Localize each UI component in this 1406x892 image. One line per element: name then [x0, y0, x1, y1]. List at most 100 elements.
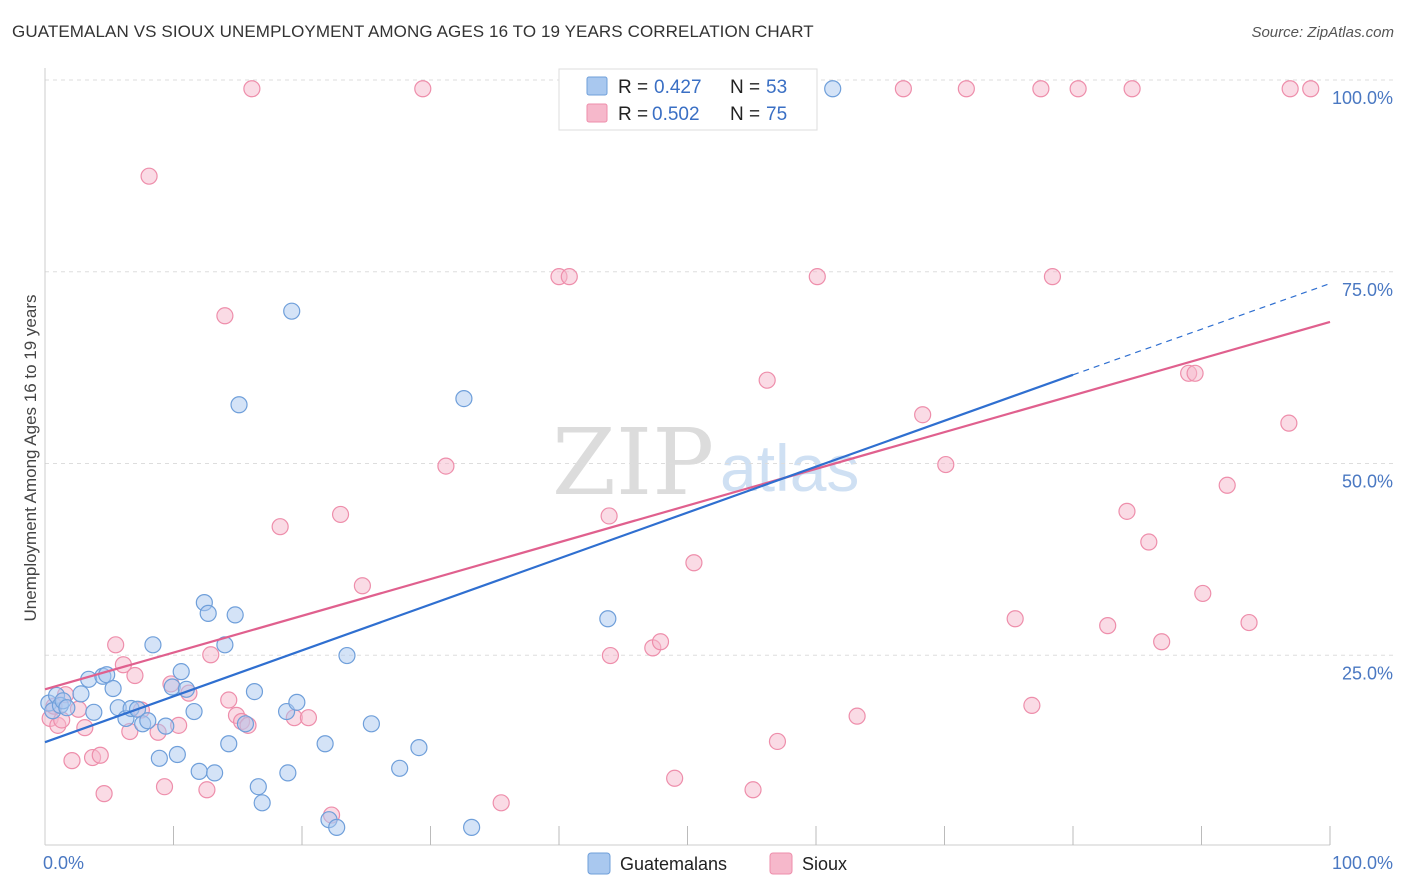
sioux-point-5	[63, 752, 81, 770]
legend-r-label-1: R =	[618, 77, 653, 98]
guatemalan-point-19	[150, 749, 168, 767]
guatemalan-point-44	[328, 818, 346, 836]
sioux-point-55	[937, 455, 955, 474]
sioux-point-42	[601, 646, 620, 665]
sioux-point-46	[685, 554, 703, 572]
sioux-point-36	[414, 80, 432, 98]
bottom-legend-swatch-sioux	[769, 852, 793, 875]
y-tick-label-50: 50.0%	[1342, 472, 1393, 492]
sioux-point-16	[140, 167, 158, 185]
sioux-point-69	[1194, 584, 1212, 603]
sioux-point-73	[1281, 80, 1299, 98]
sioux-point-66	[1153, 633, 1171, 651]
series-legend: Guatemalans Sioux	[587, 852, 847, 875]
sioux-point-63	[1118, 502, 1136, 520]
sioux-point-62	[1099, 617, 1117, 635]
guatemalan-point-37	[253, 794, 271, 812]
guatemalan-point-17	[139, 712, 157, 730]
guatemalan-point-39	[279, 764, 297, 782]
bottom-legend-label-guatemalans: Guatemalans	[620, 854, 727, 874]
guatemalan-points	[40, 80, 842, 836]
guatemalan-point-34	[236, 715, 255, 733]
sioux-point-38	[492, 794, 510, 812]
sioux-point-35	[353, 577, 371, 595]
guatemalan-point-40	[283, 302, 301, 320]
guatemalan-point-41	[288, 693, 306, 711]
sioux-point-18	[155, 778, 174, 796]
guatemalan-point-32	[226, 606, 244, 624]
sioux-point-14	[126, 666, 144, 685]
guatemalan-point-48	[410, 738, 428, 757]
guatemalan-point-23	[172, 663, 190, 681]
sioux-point-24	[216, 307, 234, 325]
source-credit: Source: ZipAtlas.com	[1251, 24, 1394, 41]
guatemalan-trend-line	[44, 373, 1074, 744]
guatemalan-point-25	[185, 702, 203, 721]
sioux-point-50	[768, 732, 787, 751]
sioux-point-68	[1186, 364, 1204, 382]
legend-r-label-2: R =	[618, 104, 653, 125]
guatemalan-point-20	[157, 717, 175, 735]
y-tick-label-75: 75.0%	[1342, 280, 1393, 300]
sioux-point-51	[808, 268, 826, 286]
guatemalan-point-35	[245, 682, 264, 701]
y-tick-label-25: 25.0%	[1342, 663, 1393, 683]
sioux-point-56	[957, 80, 975, 98]
sioux-point-59	[1032, 80, 1050, 98]
legend-swatch-sioux	[586, 103, 608, 123]
guatemalan-point-46	[362, 715, 380, 733]
guatemalan-point-6	[72, 685, 90, 703]
sioux-point-74	[1302, 80, 1320, 98]
sioux-point-57	[1006, 610, 1024, 628]
chart-title: GUATEMALAN VS SIOUX UNEMPLOYMENT AMONG A…	[12, 22, 814, 41]
sioux-point-10	[95, 785, 113, 803]
sioux-point-71	[1240, 613, 1258, 632]
sioux-point-53	[894, 80, 912, 98]
x-tick-label-max: 100.0%	[1332, 853, 1393, 873]
stats-legend: R = 0.427 N = 53 R = 0.502 N = 75	[558, 68, 818, 131]
legend-n-label-2: N =	[730, 104, 765, 125]
sioux-point-45	[666, 769, 684, 787]
guatemalan-point-29	[206, 764, 224, 782]
legend-r-value-1: 0.427	[654, 77, 702, 98]
guatemalan-point-45	[338, 646, 356, 665]
legend-n-value-1: 53	[766, 77, 787, 98]
legend-r-value-2: 0.502	[652, 104, 700, 125]
guatemalan-point-50	[463, 818, 481, 836]
guatemalan-point-52	[824, 80, 842, 98]
guatemalan-point-21	[163, 678, 181, 696]
guatemalan-point-11	[104, 679, 122, 698]
sioux-point-37	[437, 457, 455, 475]
legend-n-label-1: N =	[730, 77, 765, 98]
guatemalan-point-28	[199, 604, 217, 622]
sioux-point-29	[243, 80, 261, 98]
sioux-trend-line	[44, 320, 1331, 691]
guatemalan-point-5	[58, 699, 76, 717]
legend-n-value-2: 75	[766, 104, 787, 125]
bottom-legend-swatch-guatemalans	[587, 852, 611, 875]
sioux-point-41	[600, 507, 618, 525]
sioux-point-49	[758, 371, 776, 389]
guatemalan-point-47	[391, 759, 409, 777]
sioux-point-30	[271, 518, 289, 536]
sioux-point-23	[202, 646, 220, 664]
guatemalan-point-49	[455, 390, 473, 408]
y-tick-label-100: 100.0%	[1332, 88, 1393, 108]
sioux-point-32	[299, 709, 318, 727]
x-axis-ticks	[173, 826, 1331, 845]
guatemalan-point-18	[144, 636, 162, 654]
sioux-point-11	[107, 636, 125, 654]
y-axis-title: Unemployment Among Ages 16 to 19 years	[21, 295, 40, 622]
guatemalan-point-51	[599, 610, 617, 628]
sioux-point-44	[651, 633, 670, 651]
sioux-point-22	[198, 781, 216, 799]
sioux-point-48	[744, 781, 762, 799]
guatemalan-point-26	[190, 762, 208, 780]
legend-swatch-guatemalans	[586, 76, 608, 96]
trend-lines	[44, 282, 1331, 744]
sioux-point-54	[914, 406, 932, 424]
bottom-legend-label-sioux: Sioux	[802, 854, 847, 874]
guatemalan-trend-extension	[1072, 282, 1331, 376]
sioux-point-25	[220, 691, 238, 709]
guatemalan-point-33	[230, 396, 248, 414]
